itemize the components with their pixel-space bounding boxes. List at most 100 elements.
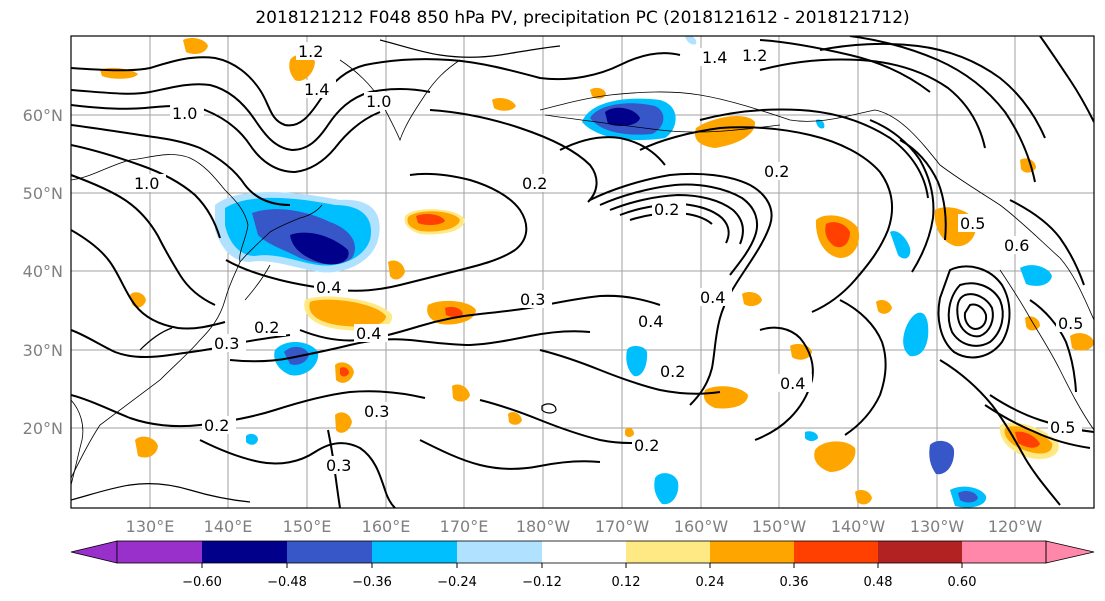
colorbar-tick-label: 0.36 (780, 575, 809, 590)
colorbar-low-extension (70, 540, 118, 564)
lon-label: 160°E (362, 517, 411, 536)
contour-label-bg (1002, 236, 1036, 254)
pos-region-10 (289, 54, 315, 81)
contour-label-bg (958, 214, 992, 232)
contour-label: 0.2 (254, 318, 279, 337)
pv-contour (429, 109, 598, 203)
contour-label: 0.3 (214, 334, 239, 353)
lon-label: 180°W (516, 517, 571, 536)
pv-contour (199, 439, 396, 508)
lat-label: 20°N (23, 419, 63, 438)
lon-label: 130°E (126, 517, 175, 536)
pv-contour (541, 403, 557, 414)
contour-label: 0.4 (316, 278, 341, 297)
coast-asia (71, 154, 249, 479)
pv-contour (869, 119, 935, 273)
contour-label: 1.4 (304, 80, 329, 99)
neg-region-aleutian-max (605, 107, 640, 126)
pos-region-24 (1025, 316, 1040, 331)
pv-contour (609, 193, 744, 245)
pos-region-3b (445, 306, 463, 318)
pv-contour (479, 399, 661, 444)
contour-label-bg (632, 436, 666, 454)
colorbar-tick-label: −0.36 (352, 575, 392, 590)
neg-region-east-2 (929, 440, 955, 475)
lat-label: 50°N (23, 184, 63, 203)
neg-region-hawaii-s (654, 473, 679, 505)
colorbar-segment (202, 541, 287, 563)
map-title: 2018121212 F048 850 hPa PV, precipitatio… (255, 8, 910, 28)
contour-label: 0.3 (520, 290, 545, 309)
lat-label: 40°N (23, 262, 63, 281)
contour-label: 0.2 (204, 416, 229, 435)
graticule (71, 36, 1094, 508)
contour-label: 0.5 (1058, 314, 1083, 333)
contour-label-bg (520, 174, 554, 192)
pv-contour (139, 327, 173, 351)
contour-label-bg (202, 416, 236, 434)
neg-region-small-3 (816, 119, 825, 129)
lon-label: 150°W (752, 517, 807, 536)
contour-label: 0.2 (660, 362, 685, 381)
pv-contour (229, 330, 591, 363)
pos-region-5 (694, 115, 756, 148)
colorbar-frame (116, 540, 1047, 564)
coastlines (71, 59, 1094, 486)
contour-label-bg (740, 46, 774, 64)
pv-contour (71, 174, 216, 306)
colorbar-segment (542, 541, 626, 563)
lon-label: 160°W (674, 517, 729, 536)
neg-region-gulf-1 (890, 230, 911, 259)
lon-label: 120°W (988, 517, 1043, 536)
colorbar: −0.60 −0.48 −0.36 −0.24 −0.12 0.12 0.24 … (70, 540, 1095, 590)
precip-negative-shading (215, 36, 1052, 508)
coast-alaska (539, 91, 1094, 321)
neg-region-east-1 (903, 312, 929, 357)
pv-contour (379, 39, 561, 58)
map-panel (71, 36, 1094, 508)
colorbar-high-extension (1045, 540, 1095, 564)
pv-contour (1029, 299, 1077, 393)
contour-label: 1.0 (134, 174, 159, 193)
lat-label: 60°N (23, 106, 63, 125)
map-contents: 1.2 1.4 1.0 1.4 1.2 1.0 1.0 0.2 0.2 0.4 … (71, 36, 1094, 508)
pv-contour (71, 390, 426, 428)
colorbar-segment (710, 541, 794, 563)
pos-region-26 (625, 427, 634, 437)
contour-label-bg (132, 174, 166, 192)
lon-label: 170°E (440, 517, 489, 536)
contour-label: 0.6 (1004, 236, 1029, 255)
contour-label: 0.4 (780, 374, 805, 393)
contour-label-bg (296, 42, 330, 60)
pos-region-2b (309, 299, 386, 327)
neg-region-subtrop-2 (626, 346, 648, 377)
colorbar-segment (626, 541, 710, 563)
pv-contour (71, 483, 251, 503)
contour-label-bg (364, 92, 398, 110)
coast-namerica (999, 269, 1094, 431)
pv-contour (1039, 36, 1094, 123)
pos-region-21 (876, 300, 892, 314)
pv-contour-labels: 1.2 1.4 1.0 1.4 1.2 1.0 1.0 0.2 0.2 0.4 … (132, 42, 1090, 475)
pv-contours (71, 36, 1094, 508)
colorbar-segment (287, 541, 372, 563)
pv-contour (539, 349, 721, 395)
colorbar-segment (962, 541, 1046, 563)
lon-label: 140°E (204, 517, 253, 536)
colorbar-segment (794, 541, 878, 563)
pv-contour (589, 172, 773, 406)
neg-region-east-3b (958, 490, 978, 503)
contour-label: 1.4 (702, 48, 727, 67)
map-frame (70, 35, 1095, 509)
colorbar-ticks (201, 563, 963, 568)
coast-aleutians (544, 114, 781, 133)
colorbar-tick-label: −0.48 (267, 575, 307, 590)
pv-contour (956, 293, 994, 338)
neg-region-west-coast-1 (1020, 265, 1052, 286)
contour-label-bg (762, 162, 796, 180)
colorbar-segment (372, 541, 457, 563)
pv-contour (759, 58, 986, 149)
neg-region-small-2 (805, 431, 818, 441)
colorbar-segment (878, 541, 962, 563)
contour-label: 0.2 (522, 174, 547, 193)
